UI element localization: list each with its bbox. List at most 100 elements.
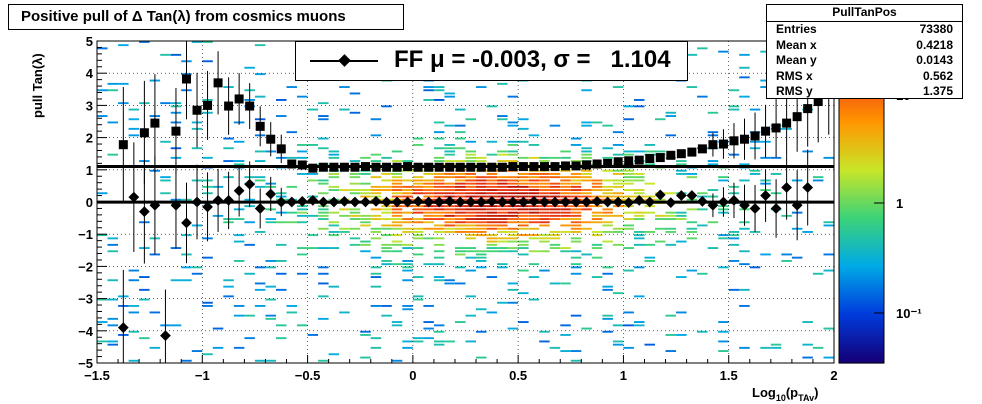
heat-cell <box>560 324 571 327</box>
heat-cell <box>602 314 613 317</box>
heat-cell <box>318 208 329 211</box>
heat-cell <box>444 173 455 175</box>
heat-cell <box>634 173 645 175</box>
color-bar-segment <box>839 118 884 123</box>
heat-cell <box>318 147 329 150</box>
sigma-square-marker <box>529 162 539 172</box>
heat-cell <box>486 189 498 191</box>
heat-cell <box>528 176 540 179</box>
heat-cell <box>507 214 519 217</box>
heat-cell <box>391 176 403 179</box>
mean-diamond-marker <box>760 190 771 201</box>
color-bar-segment <box>839 344 884 348</box>
heat-cell <box>139 288 150 291</box>
mean-diamond-marker <box>612 196 624 208</box>
sigma-square-marker <box>592 159 602 169</box>
heat-cell <box>412 298 424 301</box>
heat-cell <box>202 301 213 304</box>
stats-row-mean-x: Mean x 0.4218 <box>767 38 962 54</box>
heat-cell <box>602 285 613 288</box>
heat-cell <box>581 173 592 175</box>
heat-cell <box>476 192 487 195</box>
heat-cell <box>728 243 740 246</box>
heat-cell <box>539 156 550 159</box>
heat-cell <box>107 89 118 92</box>
heat-cell <box>581 208 592 211</box>
stats-value: 1.375 <box>922 84 953 98</box>
heat-cell <box>602 192 613 195</box>
heat-cell <box>391 240 403 243</box>
heat-cell <box>433 279 445 282</box>
heat-cell <box>423 195 434 198</box>
heat-cell <box>444 144 455 146</box>
heat-cell <box>391 195 403 198</box>
heat-cell <box>539 160 550 162</box>
heat-cell <box>602 211 613 214</box>
heat-cell <box>634 243 645 246</box>
heat-cell <box>486 240 498 243</box>
heat-cell <box>570 224 582 227</box>
heat-cell <box>591 214 603 217</box>
heat-cell <box>328 189 340 191</box>
heat-cell <box>507 124 519 127</box>
heat-cell <box>360 189 371 191</box>
heat-cell <box>107 82 118 85</box>
heat-cell <box>518 118 529 121</box>
heat-cell <box>318 317 329 320</box>
heat-cell <box>476 218 487 220</box>
heat-cell <box>191 266 203 269</box>
mean-diamond-marker <box>402 196 413 208</box>
sigma-square-marker <box>234 94 244 104</box>
heat-cell <box>455 189 466 191</box>
heat-cell <box>423 189 434 191</box>
color-bar-segment <box>839 142 884 147</box>
heat-cell <box>402 192 413 195</box>
heat-cell <box>149 311 161 314</box>
heat-cell <box>433 214 445 217</box>
heat-cell <box>181 266 192 269</box>
sigma-square-marker <box>539 162 549 172</box>
heat-cell <box>370 337 382 340</box>
heat-cell <box>402 189 413 191</box>
heat-cell <box>433 176 445 179</box>
heat-cell <box>539 269 550 272</box>
heat-cell <box>665 134 676 137</box>
heat-cell <box>381 224 392 227</box>
heat-cell <box>212 327 224 330</box>
heat-cell <box>391 250 403 253</box>
heat-cell <box>802 343 813 346</box>
color-bar-segment <box>839 269 884 273</box>
heat-cell <box>128 305 140 307</box>
sigma-square-marker <box>297 160 307 170</box>
heat-cell <box>181 359 192 362</box>
heat-cell <box>655 150 666 153</box>
heat-cell <box>528 185 540 188</box>
heat-cell <box>739 305 750 307</box>
sigma-square-marker <box>466 162 476 172</box>
heat-cell <box>612 185 624 188</box>
heat-cell <box>223 295 234 298</box>
heat-cell <box>476 253 487 256</box>
heat-cell <box>518 195 529 198</box>
heat-cell <box>560 250 571 253</box>
heat-cell <box>233 346 245 349</box>
color-bar-segment <box>839 196 884 200</box>
stats-name: PullTanPos <box>767 5 962 22</box>
sigma-square-marker <box>424 162 434 172</box>
heat-cell <box>581 221 592 224</box>
heat-cell <box>265 266 276 269</box>
heat-cell <box>433 192 445 195</box>
mean-diamond-marker <box>128 191 140 203</box>
x-axis-label-main: Log <box>752 385 776 400</box>
color-bar-segment <box>839 336 884 340</box>
heat-cell <box>444 147 455 150</box>
heat-cell <box>286 305 297 307</box>
sigma-square-marker <box>403 162 413 172</box>
heat-cell <box>139 276 150 278</box>
sigma-square-marker <box>582 160 592 170</box>
mean-diamond-marker <box>254 203 266 214</box>
heat-cell <box>160 102 171 105</box>
heat-cell <box>170 53 182 56</box>
heat-cell <box>644 163 655 166</box>
heat-cell <box>528 144 540 146</box>
